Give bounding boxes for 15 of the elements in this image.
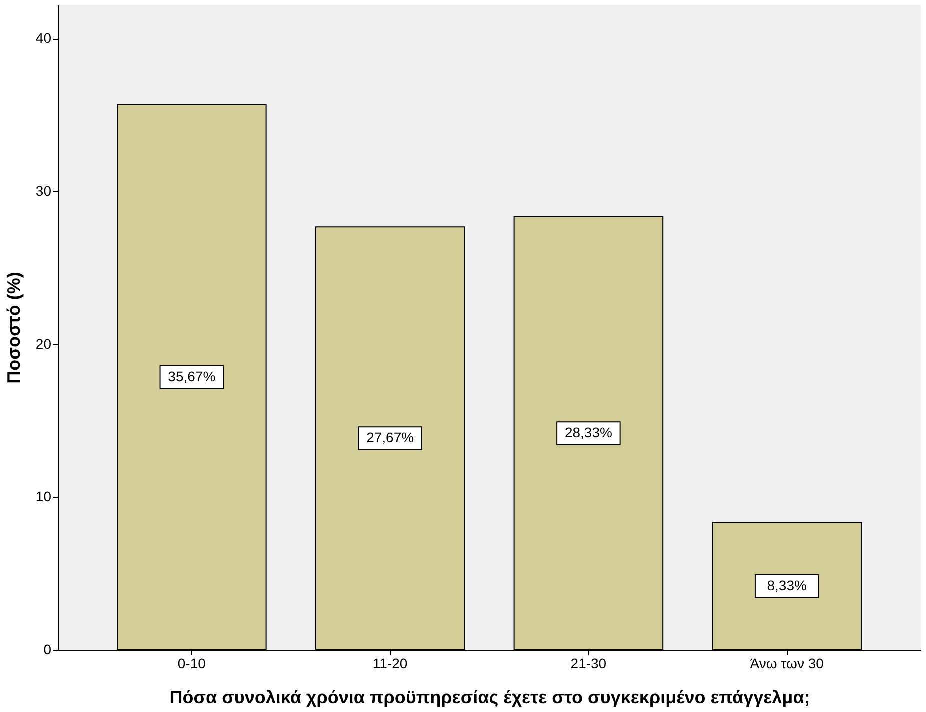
data-label: 28,33% <box>564 424 612 440</box>
y-tick-label: 10 <box>36 488 52 505</box>
x-axis-title: Πόσα συνολικά χρόνια προϋπηρεσίας έχετε στο συγκεκριμένο επάγγελμα; <box>170 688 810 708</box>
data-label: 8,33% <box>767 577 807 594</box>
x-tick-label: 0-10 <box>178 656 206 672</box>
y-tick-label: 30 <box>36 182 52 199</box>
x-tick-label: 21-30 <box>570 656 607 672</box>
y-tick-label: 20 <box>36 336 52 352</box>
y-tick-label: 40 <box>36 30 52 46</box>
data-label: 35,67% <box>168 368 216 384</box>
y-axis-title: Ποσοστό (%) <box>4 272 24 384</box>
data-label: 27,67% <box>366 430 414 446</box>
y-tick-label: 0 <box>44 642 52 658</box>
x-tick-label: Άνω των 30 <box>750 656 824 672</box>
x-tick-label: 11-20 <box>372 656 408 672</box>
